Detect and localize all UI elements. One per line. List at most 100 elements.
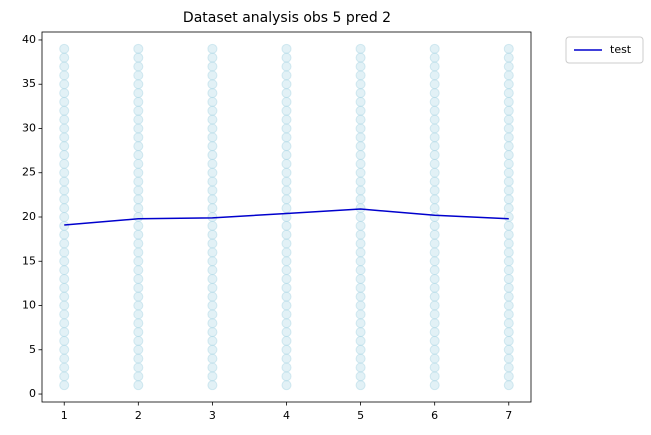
- point: [503, 309, 514, 320]
- point: [355, 70, 366, 81]
- point: [59, 371, 70, 382]
- point: [281, 344, 292, 355]
- point: [59, 105, 70, 116]
- point: [59, 265, 70, 276]
- y-tick-label: 15: [22, 254, 36, 267]
- y-tick-label: 25: [22, 166, 36, 179]
- x-tick-label: 1: [61, 409, 68, 422]
- point: [355, 362, 366, 373]
- point: [59, 362, 70, 373]
- point: [503, 335, 514, 346]
- point: [503, 344, 514, 355]
- point: [281, 176, 292, 187]
- point: [133, 220, 144, 231]
- point: [207, 362, 218, 373]
- point: [207, 282, 218, 293]
- point: [429, 220, 440, 231]
- x-tick-label: 5: [357, 409, 364, 422]
- point: [281, 335, 292, 346]
- point: [503, 212, 514, 222]
- chart-title: Dataset analysis obs 5 pred 2: [183, 10, 391, 26]
- point: [59, 61, 70, 72]
- x-tick-label: 2: [135, 409, 142, 422]
- point: [503, 88, 514, 99]
- point: [503, 247, 514, 258]
- point: [133, 167, 144, 178]
- point: [207, 105, 218, 116]
- point: [59, 212, 70, 222]
- y-tick-label: 10: [22, 299, 36, 312]
- point: [503, 300, 514, 311]
- point: [59, 220, 70, 231]
- point: [59, 344, 70, 355]
- point: [503, 282, 514, 293]
- point: [503, 79, 514, 90]
- point: [59, 176, 70, 187]
- point: [281, 291, 292, 302]
- point: [503, 194, 514, 205]
- point: [133, 114, 144, 125]
- point: [503, 70, 514, 81]
- point: [59, 273, 70, 284]
- point: [207, 88, 218, 99]
- point: [503, 141, 514, 152]
- point: [429, 132, 440, 143]
- point: [355, 167, 366, 178]
- point: [355, 273, 366, 284]
- point: [207, 273, 218, 284]
- y-tick-label: 30: [22, 121, 36, 134]
- point: [207, 327, 218, 338]
- point: [355, 96, 366, 107]
- point: [133, 282, 144, 293]
- point: [281, 132, 292, 143]
- point: [355, 282, 366, 293]
- point: [429, 176, 440, 187]
- point: [133, 362, 144, 373]
- point: [281, 318, 292, 329]
- point: [59, 114, 70, 125]
- point: [503, 185, 514, 196]
- point: [503, 176, 514, 187]
- point: [355, 380, 366, 391]
- point: [281, 229, 292, 240]
- point: [429, 52, 440, 63]
- point: [133, 70, 144, 81]
- point: [59, 318, 70, 329]
- point: [429, 185, 440, 196]
- point: [503, 229, 514, 240]
- point: [503, 203, 514, 214]
- point: [133, 371, 144, 382]
- point: [355, 327, 366, 338]
- point: [429, 88, 440, 99]
- point: [207, 96, 218, 107]
- y-tick-label: 40: [22, 33, 36, 46]
- point: [59, 70, 70, 81]
- point: [133, 273, 144, 284]
- point: [207, 167, 218, 178]
- point: [133, 43, 144, 54]
- point: [355, 114, 366, 125]
- point: [133, 327, 144, 338]
- point: [133, 150, 144, 161]
- point: [133, 291, 144, 302]
- point: [133, 203, 144, 214]
- point: [503, 158, 514, 169]
- point: [59, 123, 70, 134]
- point: [59, 256, 70, 267]
- point: [281, 247, 292, 258]
- point: [207, 203, 218, 214]
- point: [59, 79, 70, 90]
- point: [207, 220, 218, 231]
- point: [355, 158, 366, 169]
- point: [503, 43, 514, 54]
- point: [59, 247, 70, 258]
- point: [133, 61, 144, 72]
- point: [355, 353, 366, 364]
- point: [59, 96, 70, 107]
- point: [429, 371, 440, 382]
- point: [207, 185, 218, 196]
- point: [207, 291, 218, 302]
- point: [281, 61, 292, 72]
- point: [503, 353, 514, 364]
